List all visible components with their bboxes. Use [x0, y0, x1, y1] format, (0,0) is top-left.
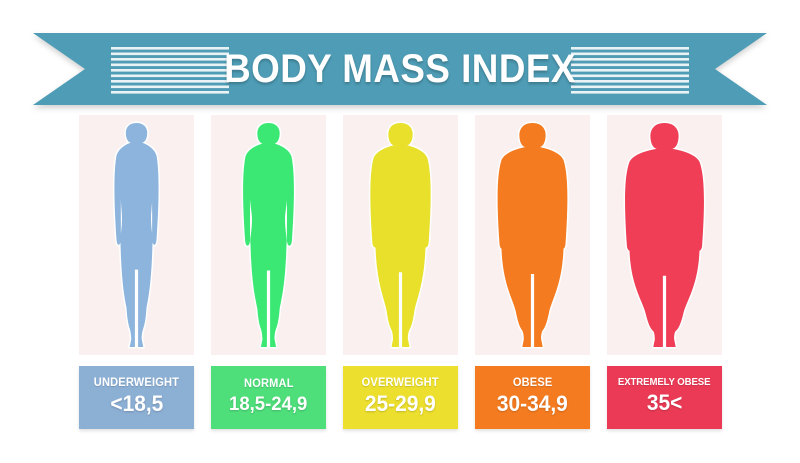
- category-bmi-range: <18,5: [110, 391, 163, 417]
- category-bmi-range: 35<: [646, 390, 683, 416]
- figure-panel: [343, 115, 458, 355]
- banner-stripes-right: [571, 47, 689, 94]
- bmi-category-slim: UNDERWEIGHT <18,5: [79, 115, 194, 429]
- category-label-box: OVERWEIGHT 25-29,9: [343, 366, 458, 429]
- underweight-silhouette: [112, 121, 161, 349]
- overweight-silhouette: [368, 121, 433, 349]
- figure-panel: [211, 115, 326, 355]
- category-bmi-range: 25-29,9: [365, 391, 436, 417]
- figure-panel: [79, 115, 194, 355]
- category-name: OVERWEIGHT: [361, 376, 440, 389]
- category-name: UNDERWEIGHT: [93, 376, 180, 389]
- bmi-category-extremely-obese: EXTREMELY OBESE 35<: [607, 115, 722, 429]
- obese-silhouette: [496, 121, 569, 349]
- category-label-box: UNDERWEIGHT <18,5: [79, 366, 194, 429]
- panel-gap: [79, 355, 194, 366]
- category-bmi-range: 30-34,9: [497, 391, 568, 417]
- banner-stripes-left: [111, 47, 229, 94]
- body-shape: [496, 121, 569, 349]
- body-shape: [241, 121, 296, 349]
- panel-gap: [475, 355, 590, 366]
- bmi-category-heavy: OVERWEIGHT 25-29,9: [343, 115, 458, 429]
- category-label-box: EXTREMELY OBESE 35<: [607, 366, 722, 429]
- category-label-box: NORMAL 18,5-24,9: [211, 366, 326, 429]
- figure-panel: [475, 115, 590, 355]
- panel-gap: [607, 355, 722, 366]
- body-shape: [368, 121, 433, 349]
- panel-gap: [343, 355, 458, 366]
- banner: BODY MASS INDEX: [33, 33, 767, 105]
- category-label-box: OBESE 30-34,9: [475, 366, 590, 429]
- bmi-category-average: NORMAL 18,5-24,9: [211, 115, 326, 429]
- body-shape: [623, 121, 706, 349]
- panel-gap: [211, 355, 326, 366]
- category-name: EXTREMELY OBESE: [618, 377, 711, 389]
- category-name: OBESE: [512, 376, 553, 389]
- category-name: NORMAL: [243, 377, 294, 390]
- extremely-obese-silhouette: [623, 121, 706, 349]
- normal-silhouette: [241, 121, 296, 349]
- category-bmi-range: 18,5-24,9: [229, 392, 308, 415]
- banner-ribbon-shape: [33, 33, 767, 105]
- figure-panel: [607, 115, 722, 355]
- bmi-category-columns: UNDERWEIGHT <18,5 NORMAL 18,5-24,9 OVERWEIGH…: [79, 115, 722, 429]
- body-shape: [112, 121, 161, 349]
- bmi-category-obese: OBESE 30-34,9: [475, 115, 590, 429]
